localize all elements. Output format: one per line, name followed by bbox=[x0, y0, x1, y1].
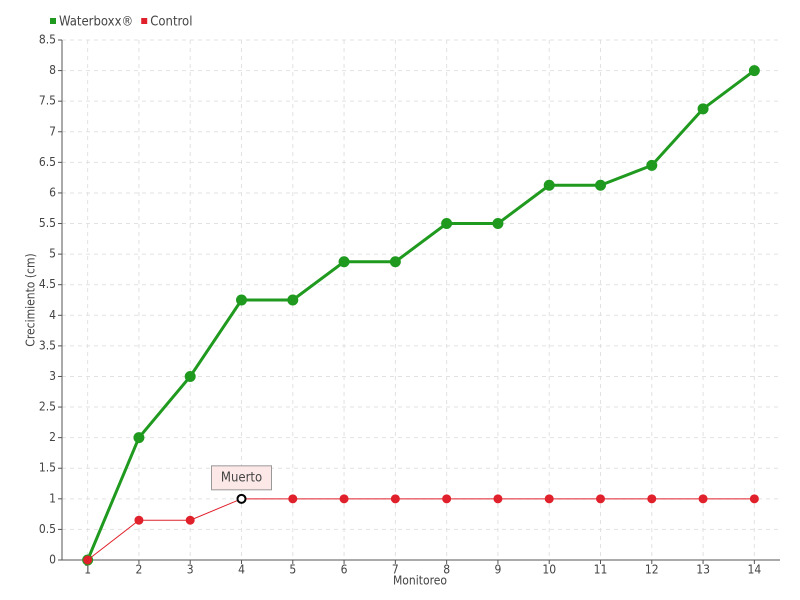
data-point bbox=[544, 494, 554, 504]
data-point bbox=[596, 494, 605, 504]
y-tick-label: 5 bbox=[49, 247, 56, 261]
x-tick-label: 14 bbox=[747, 563, 761, 577]
series-line bbox=[86, 69, 756, 561]
data-point bbox=[339, 494, 349, 504]
data-point bbox=[184, 370, 196, 382]
legend-swatch bbox=[141, 18, 148, 24]
x-tick-label: 3 bbox=[187, 563, 194, 577]
data-point bbox=[236, 294, 247, 306]
annotation-box bbox=[211, 465, 272, 491]
y-tick-label: 8 bbox=[49, 63, 56, 77]
y-tick-label: 3.5 bbox=[39, 338, 56, 352]
data-point bbox=[134, 515, 144, 525]
x-tick-label: 7 bbox=[392, 563, 399, 577]
y-tick-label: 0.5 bbox=[39, 522, 56, 536]
data-point bbox=[133, 432, 145, 444]
x-tick-label: 1 bbox=[84, 563, 91, 577]
x-tick-label: 13 bbox=[696, 563, 710, 577]
data-point bbox=[697, 103, 709, 115]
data-point bbox=[236, 493, 247, 504]
data-point bbox=[646, 159, 658, 171]
y-tick-label: 4 bbox=[49, 308, 56, 322]
data-point bbox=[338, 256, 350, 268]
x-tick-label: 8 bbox=[443, 563, 450, 577]
y-tick-label: 8.5 bbox=[39, 33, 56, 47]
x-tick-label: 12 bbox=[645, 563, 659, 577]
y-tick-label: 3 bbox=[49, 369, 56, 383]
legend-label: Waterboxx® bbox=[59, 15, 133, 30]
x-tick-label: 11 bbox=[594, 563, 608, 577]
y-axis-label: Crecimiento (cm) bbox=[24, 253, 38, 346]
data-point bbox=[185, 515, 195, 525]
y-tick-label: 0 bbox=[49, 553, 56, 567]
legend-label: Control bbox=[150, 15, 192, 30]
y-tick-label: 7 bbox=[49, 124, 56, 138]
x-tick-label: 9 bbox=[494, 563, 501, 577]
data-point bbox=[441, 218, 453, 230]
y-tick-label: 2 bbox=[49, 430, 56, 444]
x-tick-label: 4 bbox=[238, 563, 245, 577]
data-point bbox=[748, 65, 760, 77]
x-tick-label: 2 bbox=[135, 563, 142, 577]
data-point bbox=[595, 179, 606, 191]
data-point bbox=[83, 555, 93, 565]
y-tick-label: 6 bbox=[49, 185, 56, 199]
y-tick-label: 6.5 bbox=[39, 155, 56, 169]
y-tick-label: 4.5 bbox=[39, 277, 56, 291]
data-point bbox=[493, 494, 503, 504]
data-point bbox=[543, 179, 555, 191]
data-point bbox=[492, 218, 504, 230]
data-point bbox=[698, 494, 708, 504]
data-point bbox=[442, 494, 452, 504]
y-tick-label: 1 bbox=[49, 491, 56, 505]
x-tick-label: 10 bbox=[542, 563, 556, 577]
x-tick-label: 6 bbox=[341, 563, 348, 577]
data-point bbox=[749, 494, 759, 504]
y-tick-label: 2.5 bbox=[39, 400, 56, 414]
y-tick-label: 7.5 bbox=[39, 94, 56, 108]
data-point bbox=[389, 256, 401, 268]
y-tick-label: 5.5 bbox=[39, 216, 56, 230]
data-point bbox=[288, 494, 298, 504]
series-line bbox=[87, 498, 755, 561]
y-tick-label: 1.5 bbox=[39, 461, 56, 475]
data-point bbox=[390, 494, 400, 504]
data-point bbox=[287, 294, 299, 306]
x-axis-label: Monitoreo bbox=[393, 574, 447, 588]
legend-swatch bbox=[50, 18, 56, 24]
annotation: Muerto bbox=[221, 470, 262, 485]
x-tick-label: 5 bbox=[289, 563, 296, 577]
data-point bbox=[647, 494, 657, 504]
